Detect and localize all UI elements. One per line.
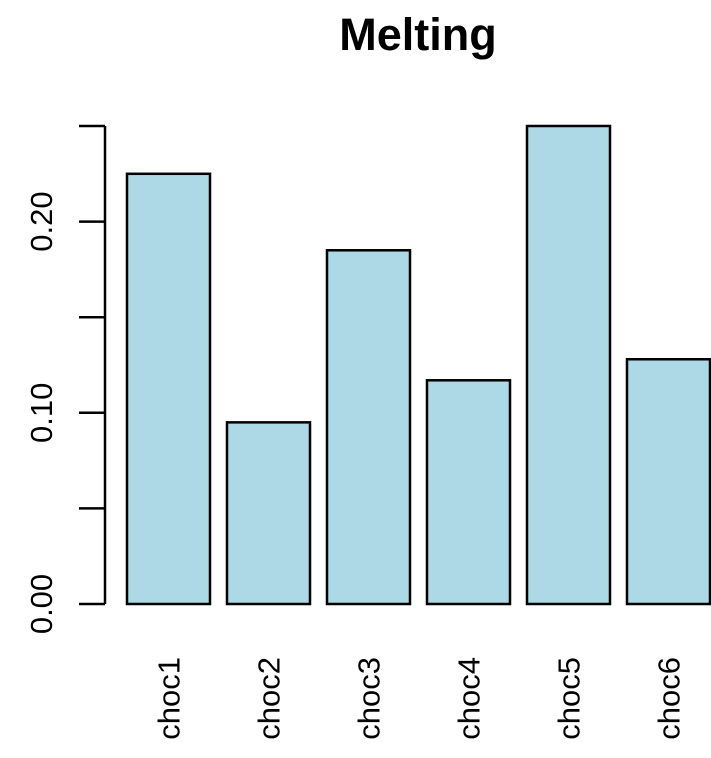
bar-choc2 [225,421,312,606]
y-tick-label: 0.20 [24,191,59,251]
y-tick-label: 0.10 [24,383,59,443]
bars [125,124,711,606]
bar-choc4 [425,379,512,606]
y-axis: 0.00 0.10 0.20 [24,124,107,634]
bar-choc5 [525,124,612,606]
x-tick-label: choc3 [352,657,387,740]
x-axis-labels: choc1 choc2 choc3 choc4 choc5 choc6 [152,657,687,740]
chart-title: Melting [339,9,496,60]
x-tick-label: choc6 [652,657,687,740]
bar-choc3 [325,249,412,606]
x-tick-label: choc4 [452,657,487,740]
x-tick-label: choc1 [152,657,187,740]
bar-choc1 [125,172,212,606]
bar-choc6 [625,358,711,606]
x-tick-label: choc5 [552,657,587,740]
x-tick-label: choc2 [252,657,287,740]
y-tick-label: 0.00 [24,574,59,634]
